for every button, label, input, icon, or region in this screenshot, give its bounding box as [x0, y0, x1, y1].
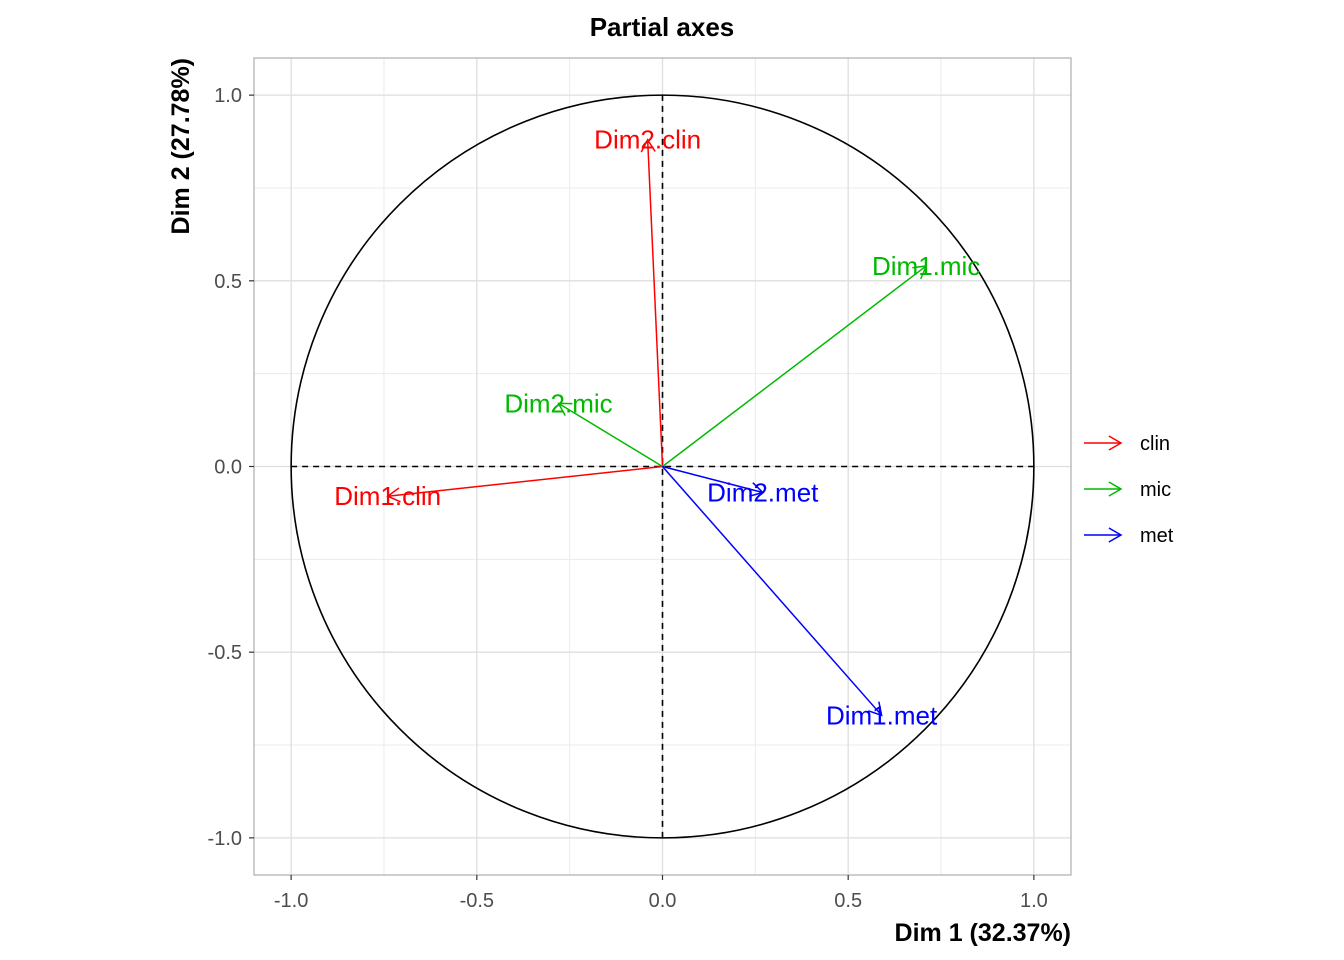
x-axis-title: Dim 1 (32.37%)	[895, 919, 1071, 947]
legend-item-met: met	[1084, 525, 1174, 547]
correlation-circle-layer	[290, 94, 1035, 839]
legend-item-mic: mic	[1084, 479, 1171, 501]
y-axis-title: Dim 2 (27.78%)	[167, 58, 195, 234]
vector-arrow-dim2-mic-head	[557, 402, 573, 417]
vector-arrow-dim1-mic-head	[912, 265, 928, 280]
vector-label-dim2-mic: Dim2.mic	[504, 388, 612, 418]
vector-label-dim1-met: Dim1.met	[826, 700, 938, 730]
vector-label-dim2-clin: Dim2.clin	[594, 125, 701, 155]
y-tick-label: 0.5	[214, 271, 242, 293]
vector-arrow-dim2-mic-shaft	[558, 402, 663, 468]
legend-key-mic	[1084, 481, 1123, 497]
vector-arrow-dim1-mic	[662, 265, 928, 468]
vector-arrow-dim1-met	[661, 466, 883, 717]
legend-key-clin	[1084, 435, 1123, 451]
legend: clin mic met	[1084, 433, 1174, 547]
vector-label-dim2-met: Dim2.met	[707, 477, 819, 507]
vector-label-dim1-clin: Dim1.clin	[334, 481, 441, 511]
vector-label-dim1-mic: Dim1.mic	[872, 251, 980, 281]
vector-arrow-dim2-met-shaft	[662, 465, 763, 494]
vector-arrow-dim1-met-shaft	[661, 466, 883, 716]
legend-item-clin: clin	[1084, 433, 1170, 455]
vector-arrow-dim2-clin-shaft	[646, 139, 664, 467]
vector-arrow-dim2-met	[662, 465, 765, 497]
vector-arrow-dim1-met-head	[868, 701, 883, 717]
vector-arrow-dim2-clin	[640, 138, 664, 467]
legend-key-met-head	[1108, 527, 1123, 543]
legend-key-met	[1084, 527, 1123, 543]
x-tick-label: -1.0	[274, 890, 308, 912]
chart-title: Partial axes	[590, 12, 735, 42]
y-tick-label: -0.5	[208, 642, 242, 664]
x-tick-label: 0.0	[649, 890, 677, 912]
x-tick-label: 0.5	[834, 890, 862, 912]
y-tick-label: 1.0	[214, 85, 242, 107]
vector-arrow-dim1-mic-shaft	[662, 265, 927, 468]
legend-label-mic: mic	[1140, 479, 1171, 501]
legend-label-clin: clin	[1140, 433, 1170, 455]
legend-label-met: met	[1140, 525, 1174, 547]
vector-arrow-dim1-clin-head	[386, 487, 401, 503]
axis-ticks: -1.0 -0.5 0.0 0.5 1.0 -1.0 -0.5 0.0 0.5 1.0	[208, 85, 1048, 912]
vector-arrow-dim2-met-head	[749, 482, 765, 497]
x-tick-label: 1.0	[1020, 890, 1048, 912]
y-tick-label: -1.0	[208, 828, 242, 850]
vector-arrow-dim1-clin	[386, 465, 663, 503]
vector-arrow-dim1-clin-shaft	[387, 465, 663, 497]
vector-labels: Dim1.clin Dim2.clin Dim1.mic Dim2.mic Dim1.m…	[334, 125, 980, 731]
legend-key-mic-head	[1108, 481, 1123, 497]
vector-arrow-dim2-mic	[557, 402, 663, 468]
vector-arrow-dim2-clin-head	[640, 138, 656, 153]
x-tick-label: -0.5	[460, 890, 494, 912]
legend-key-clin-head	[1108, 435, 1123, 451]
y-tick-label: 0.0	[214, 457, 242, 479]
vectors	[386, 138, 928, 717]
